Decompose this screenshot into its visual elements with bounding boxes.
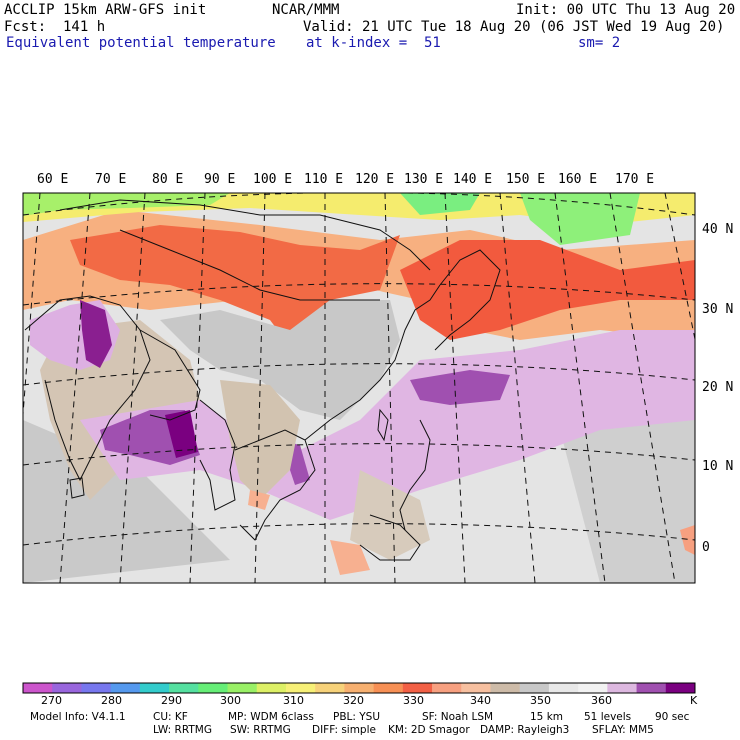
org-label: NCAR/MMM xyxy=(272,2,340,18)
lon-label: 90 E xyxy=(204,172,236,187)
field-region xyxy=(520,193,640,245)
field-region xyxy=(410,370,510,405)
field-region xyxy=(80,300,112,368)
colorbar-tick: 300 xyxy=(220,694,241,707)
init-time: Init: 00 UTC Thu 13 Aug 20 xyxy=(516,2,736,18)
field-region xyxy=(400,240,695,340)
colorbar-swatch xyxy=(52,683,82,693)
lon-label: 140 E xyxy=(453,172,493,187)
lon-label: 70 E xyxy=(95,172,127,187)
lon-label: 170 E xyxy=(615,172,655,187)
field-name: Equivalent potential temperature xyxy=(6,35,276,51)
lon-label: 130 E xyxy=(404,172,444,187)
level-label: at k-index = 51 xyxy=(306,35,441,51)
colorbar-swatch xyxy=(402,683,433,693)
lat-label: 40 N xyxy=(702,222,734,237)
colorbar-swatch xyxy=(578,683,608,693)
forecast-hour: Fcst: 141 h xyxy=(4,19,106,35)
colorbar-tick: 270 xyxy=(41,694,62,707)
lon-label: 160 E xyxy=(558,172,598,187)
colorbar-swatch xyxy=(519,683,550,693)
coastlines xyxy=(24,199,501,561)
longwave-scheme: LW: RRTMG xyxy=(153,724,212,736)
field-region xyxy=(560,400,695,583)
colorbar-swatch xyxy=(432,683,462,693)
colorbar-tick: 340 xyxy=(470,694,491,707)
colorbar-swatch xyxy=(139,683,170,693)
theta-e-field xyxy=(23,193,695,583)
lon-label: 100 E xyxy=(253,172,293,187)
colorbar-tick: 320 xyxy=(343,694,364,707)
colorbar-swatch xyxy=(636,683,667,693)
colorbar-swatch xyxy=(548,683,579,693)
graticule xyxy=(23,193,695,583)
colorbar-swatch xyxy=(344,683,375,693)
lon-label: 120 E xyxy=(355,172,395,187)
damping-option: DAMP: Rayleigh3 xyxy=(480,724,570,736)
lat-label: 30 N xyxy=(702,302,734,317)
lat-label: 0 xyxy=(702,540,710,555)
colorbar-frame xyxy=(22,682,696,694)
colorbar xyxy=(22,682,696,694)
grid-spacing: 15 km xyxy=(530,711,564,723)
colorbar-swatch xyxy=(607,683,638,693)
model-version: Model Info: V4.1.1 xyxy=(30,711,126,723)
colorbar-tick: 280 xyxy=(101,694,122,707)
lon-label: 80 E xyxy=(152,172,184,187)
smoothing-label: sm= 2 xyxy=(578,35,621,51)
cumulus-scheme: CU: KF xyxy=(153,711,188,723)
colorbar-tick: 290 xyxy=(161,694,182,707)
colorbar-swatch xyxy=(110,683,141,693)
map-frame xyxy=(22,192,696,584)
field-region xyxy=(680,525,695,555)
colorbar-tick: 330 xyxy=(403,694,424,707)
colorbar-swatch xyxy=(461,683,491,693)
vertical-levels: 51 levels xyxy=(584,711,632,723)
surface-layer-option: SFLAY: MM5 xyxy=(592,724,654,736)
lat-label: 20 N xyxy=(702,380,734,395)
surface-scheme: SF: Noah LSM xyxy=(422,711,494,723)
colorbar-swatch xyxy=(665,683,696,693)
km-option: KM: 2D Smagor xyxy=(388,724,470,736)
colorbar-swatch xyxy=(23,683,53,693)
colorbar-swatch xyxy=(285,683,316,693)
lon-label: 150 E xyxy=(506,172,546,187)
colorbar-swatch xyxy=(256,683,287,693)
valid-time: Valid: 21 UTC Tue 18 Aug 20 (06 JST Wed … xyxy=(303,19,725,35)
colorbar-unit: K xyxy=(690,694,698,707)
field-region xyxy=(330,540,370,575)
pbl-scheme: PBL: YSU xyxy=(333,711,381,723)
microphysics-scheme: MP: WDM 6class xyxy=(228,711,314,723)
colorbar-swatch xyxy=(490,683,521,693)
lon-label: 110 E xyxy=(304,172,344,187)
model-title: ACCLIP 15km ARW-GFS init xyxy=(4,2,207,18)
colorbar-swatch xyxy=(227,683,258,693)
lat-label: 10 N xyxy=(702,459,734,474)
field-region xyxy=(70,225,400,360)
colorbar-swatch xyxy=(81,683,112,693)
field-region xyxy=(165,410,198,458)
time-step: 90 sec xyxy=(655,711,690,723)
diffusion-option: DIFF: simple xyxy=(312,724,376,736)
colorbar-swatch xyxy=(315,683,345,693)
colorbar-tick: 350 xyxy=(530,694,551,707)
field-region xyxy=(400,193,480,215)
colorbar-tick: 360 xyxy=(591,694,612,707)
shortwave-scheme: SW: RRTMG xyxy=(230,724,291,736)
field-region xyxy=(160,300,400,420)
colorbar-swatch xyxy=(169,683,199,693)
field-region xyxy=(248,490,270,510)
colorbar-swatch xyxy=(373,683,404,693)
lon-label: 60 E xyxy=(37,172,69,187)
field-region xyxy=(350,470,430,560)
colorbar-tick: 310 xyxy=(283,694,304,707)
colorbar-swatch xyxy=(198,683,229,693)
